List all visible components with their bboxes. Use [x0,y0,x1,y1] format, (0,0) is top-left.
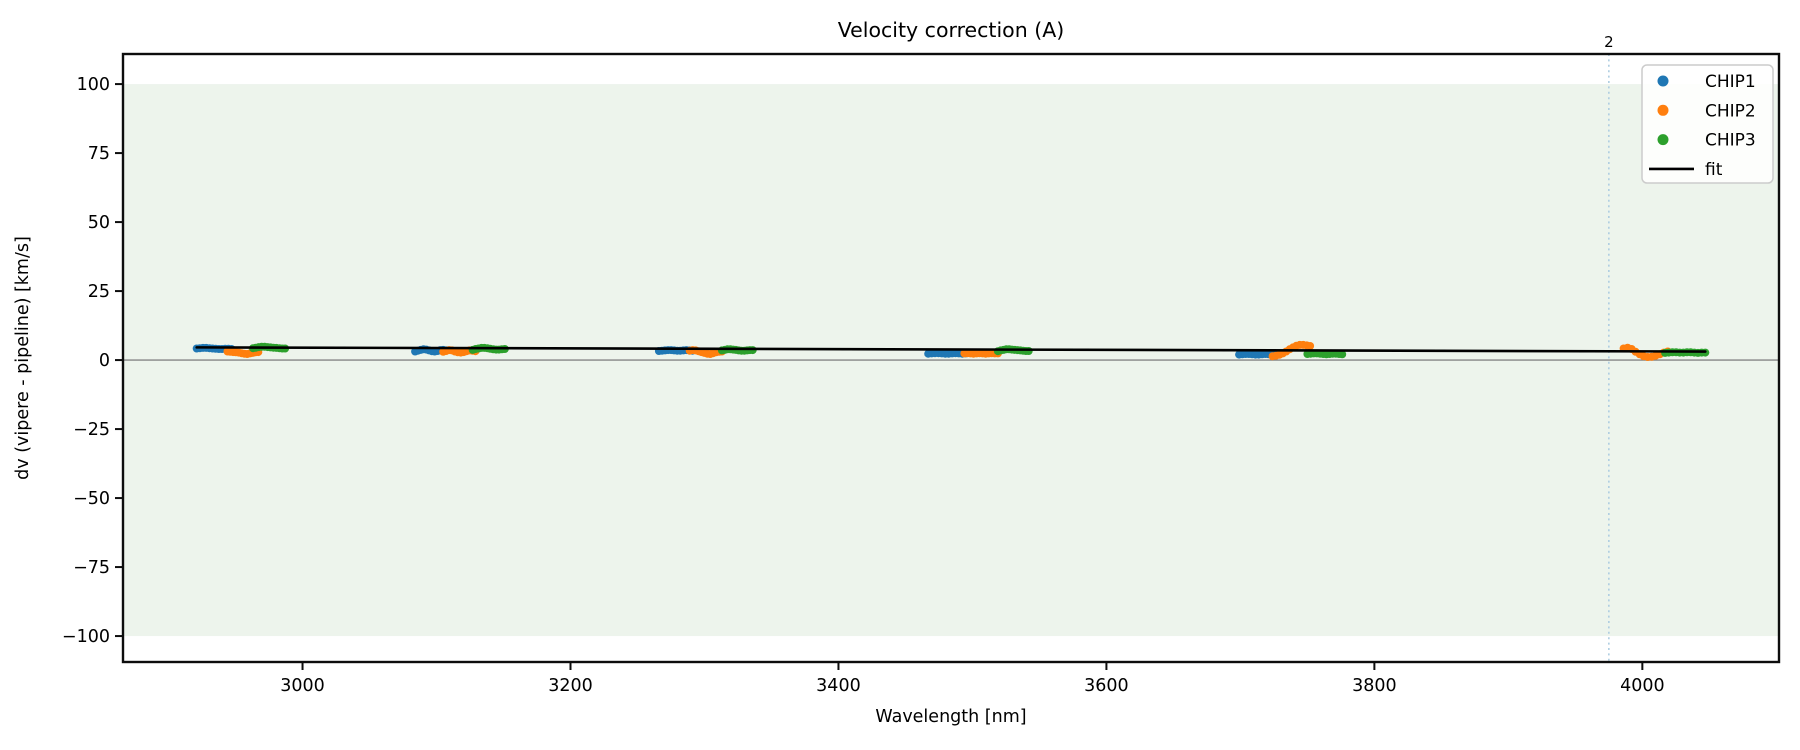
legend: CHIP1 CHIP2 CHIP3 fit [1641,64,1774,184]
x-tick-label: 3200 [548,676,593,696]
x-tick-label: 3600 [1084,676,1129,696]
y-tick-label: −50 [73,489,110,509]
x-tick-label: 3800 [1352,676,1397,696]
x-axis-label: Wavelength [nm] [875,707,1026,727]
legend-swatch-chip1 [1657,75,1669,87]
y-tick-label: 75 [88,144,110,164]
marker-line-label: 2 [1604,33,1614,51]
chart-title: Velocity correction (A) [838,18,1064,42]
legend-swatch-chip3 [1657,134,1669,146]
y-tick-label: 25 [88,282,110,302]
scatter-point [1024,347,1033,355]
fit-line [195,346,1707,353]
legend-swatch-chip2 [1657,104,1669,116]
y-tick-label: −25 [73,420,110,440]
scatter-point [1338,350,1347,359]
x-tick-label: 4000 [1620,676,1665,696]
scatter-point [1306,342,1315,350]
y-tick-label: −100 [62,627,110,647]
legend-label-chip2: CHIP2 [1705,101,1756,121]
axes-spines [121,52,1781,664]
legend-label-chip3: CHIP3 [1705,131,1756,151]
legend-label-fit: fit [1705,160,1723,180]
y-tick-label: −75 [73,558,110,578]
legend-label-chip1: CHIP1 [1705,72,1756,92]
y-axis-label: dv (vipere - pipeline) [km/s] [13,236,33,480]
x-tick-label: 3000 [280,676,325,696]
y-tick-label: 100 [77,75,110,95]
y-tick-label: 0 [99,351,110,371]
axes-layer: 3000 3200 3400 3600 3800 4000 100 75 50 25 0 −25 −50… [62,52,1781,696]
plot-background-layer [123,54,1779,662]
x-tick-label: 3400 [816,676,861,696]
legend-box [1641,64,1774,184]
data-layer [192,340,1710,361]
y-tick-label: 50 [88,213,110,233]
